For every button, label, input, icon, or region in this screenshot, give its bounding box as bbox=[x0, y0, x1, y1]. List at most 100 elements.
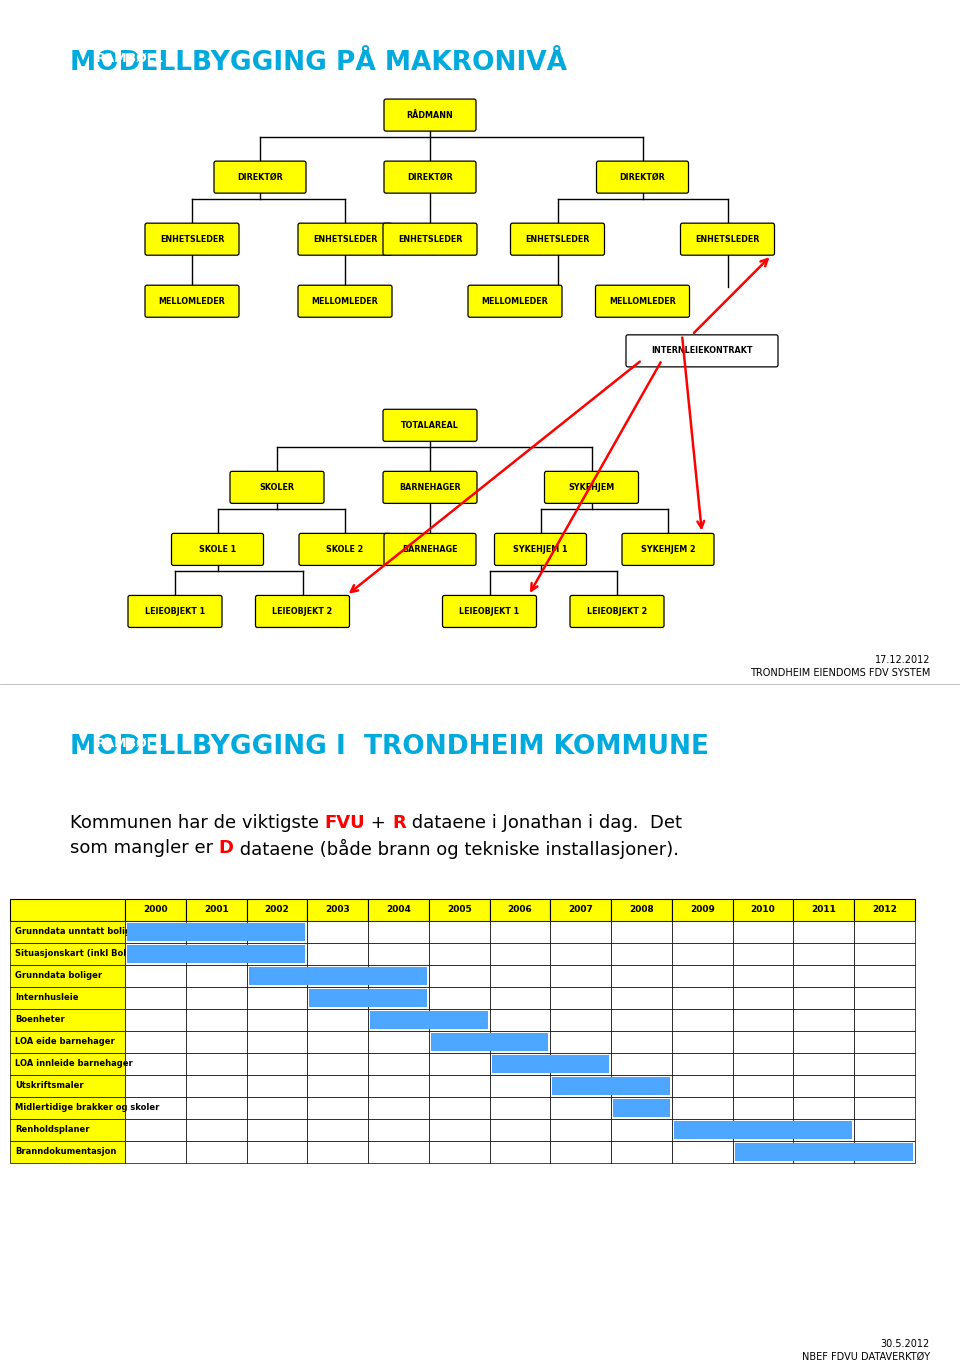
Bar bbox=[125, 1141, 186, 1163]
Bar bbox=[125, 1031, 186, 1053]
Bar bbox=[490, 898, 550, 920]
Bar bbox=[429, 943, 490, 965]
Bar bbox=[672, 987, 732, 1009]
Text: MELLOMLEDER: MELLOMLEDER bbox=[158, 297, 226, 306]
Bar bbox=[10, 987, 125, 1009]
Text: DIREKTØR: DIREKTØR bbox=[619, 172, 665, 182]
Bar bbox=[854, 898, 915, 920]
Text: TOTALAREAL: TOTALAREAL bbox=[401, 421, 459, 429]
FancyBboxPatch shape bbox=[384, 533, 476, 566]
Bar bbox=[307, 1053, 368, 1074]
Text: MELLOMLEDER: MELLOMLEDER bbox=[610, 297, 676, 306]
Bar bbox=[186, 1096, 247, 1118]
Bar bbox=[125, 987, 186, 1009]
Text: ENHETSLEDER: ENHETSLEDER bbox=[525, 235, 589, 243]
Bar bbox=[550, 1031, 612, 1053]
Text: 2009: 2009 bbox=[690, 905, 715, 915]
Bar bbox=[10, 943, 125, 965]
Bar bbox=[429, 1031, 490, 1053]
Bar bbox=[612, 920, 672, 943]
Bar bbox=[307, 1141, 368, 1163]
Bar bbox=[127, 923, 305, 940]
Bar bbox=[854, 965, 915, 987]
Bar bbox=[672, 920, 732, 943]
Text: FVU: FVU bbox=[324, 813, 366, 831]
Bar bbox=[854, 1031, 915, 1053]
Bar bbox=[550, 1096, 612, 1118]
Text: DIREKTØR: DIREKTØR bbox=[407, 172, 453, 182]
Bar bbox=[125, 1009, 186, 1031]
Text: LOA eide barnehager: LOA eide barnehager bbox=[15, 1038, 115, 1046]
Bar bbox=[672, 1096, 732, 1118]
Bar bbox=[429, 920, 490, 943]
Bar bbox=[550, 898, 612, 920]
Text: Boenheter: Boenheter bbox=[15, 1016, 64, 1024]
Bar bbox=[368, 943, 429, 965]
FancyBboxPatch shape bbox=[230, 472, 324, 503]
Bar bbox=[550, 1141, 612, 1163]
Bar bbox=[247, 965, 307, 987]
Text: TRONDHEIM EIENDOMS FDV SYSTEM: TRONDHEIM EIENDOMS FDV SYSTEM bbox=[750, 668, 930, 678]
FancyBboxPatch shape bbox=[681, 223, 775, 256]
Bar bbox=[854, 943, 915, 965]
Text: 2011: 2011 bbox=[811, 905, 836, 915]
Text: Internhusleie: Internhusleie bbox=[15, 994, 79, 1002]
Bar bbox=[490, 1096, 550, 1118]
Text: R: R bbox=[392, 813, 406, 831]
Bar bbox=[249, 966, 427, 984]
Bar bbox=[612, 1074, 672, 1096]
FancyBboxPatch shape bbox=[383, 472, 477, 503]
Text: 17.12.2012: 17.12.2012 bbox=[875, 656, 930, 666]
Bar bbox=[612, 898, 672, 920]
Bar bbox=[612, 1009, 672, 1031]
Bar bbox=[125, 1074, 186, 1096]
Text: MELLOMLEDER: MELLOMLEDER bbox=[312, 297, 378, 306]
Text: 2012: 2012 bbox=[873, 905, 897, 915]
FancyBboxPatch shape bbox=[544, 472, 638, 503]
FancyBboxPatch shape bbox=[172, 533, 263, 566]
FancyBboxPatch shape bbox=[255, 596, 349, 627]
Bar bbox=[732, 1031, 794, 1053]
Text: LEIEOBJEKT 2: LEIEOBJEKT 2 bbox=[587, 607, 647, 617]
Bar bbox=[307, 1074, 368, 1096]
Bar bbox=[672, 898, 732, 920]
FancyBboxPatch shape bbox=[443, 596, 537, 627]
Bar bbox=[10, 1096, 125, 1118]
Text: 2008: 2008 bbox=[629, 905, 654, 915]
Bar bbox=[794, 1141, 854, 1163]
Bar bbox=[186, 987, 247, 1009]
Text: +: + bbox=[366, 813, 392, 831]
Bar bbox=[125, 965, 186, 987]
Text: RÅDMANN: RÅDMANN bbox=[407, 111, 453, 119]
Bar bbox=[429, 1096, 490, 1118]
Bar bbox=[429, 1009, 490, 1031]
Bar bbox=[732, 1141, 794, 1163]
Bar bbox=[368, 1053, 429, 1074]
FancyBboxPatch shape bbox=[145, 286, 239, 317]
Bar bbox=[307, 898, 368, 920]
FancyBboxPatch shape bbox=[622, 533, 714, 566]
Bar bbox=[10, 1074, 125, 1096]
Bar bbox=[247, 1031, 307, 1053]
Bar bbox=[612, 1031, 672, 1053]
Bar bbox=[368, 1118, 429, 1141]
FancyBboxPatch shape bbox=[468, 286, 562, 317]
FancyBboxPatch shape bbox=[384, 98, 476, 131]
Bar bbox=[186, 943, 247, 965]
Text: Kommunen har de viktigste: Kommunen har de viktigste bbox=[70, 813, 324, 831]
Bar bbox=[186, 965, 247, 987]
Text: ENHETSLEDER: ENHETSLEDER bbox=[695, 235, 759, 243]
Bar bbox=[612, 1096, 672, 1118]
Bar bbox=[429, 1074, 490, 1096]
FancyBboxPatch shape bbox=[570, 596, 664, 627]
FancyBboxPatch shape bbox=[511, 223, 605, 256]
Bar bbox=[550, 920, 612, 943]
Bar bbox=[186, 1009, 247, 1031]
Bar bbox=[794, 943, 854, 965]
Text: NBEF FDVU DATAVERKTØY: NBEF FDVU DATAVERKTØY bbox=[802, 1352, 930, 1362]
Text: 30.5.2012: 30.5.2012 bbox=[880, 1340, 930, 1349]
Bar bbox=[186, 898, 247, 920]
FancyBboxPatch shape bbox=[383, 409, 477, 442]
Bar bbox=[368, 1009, 429, 1031]
Text: MODELLBYGGING I  TRONDHEIM KOMMUNE: MODELLBYGGING I TRONDHEIM KOMMUNE bbox=[70, 734, 709, 760]
